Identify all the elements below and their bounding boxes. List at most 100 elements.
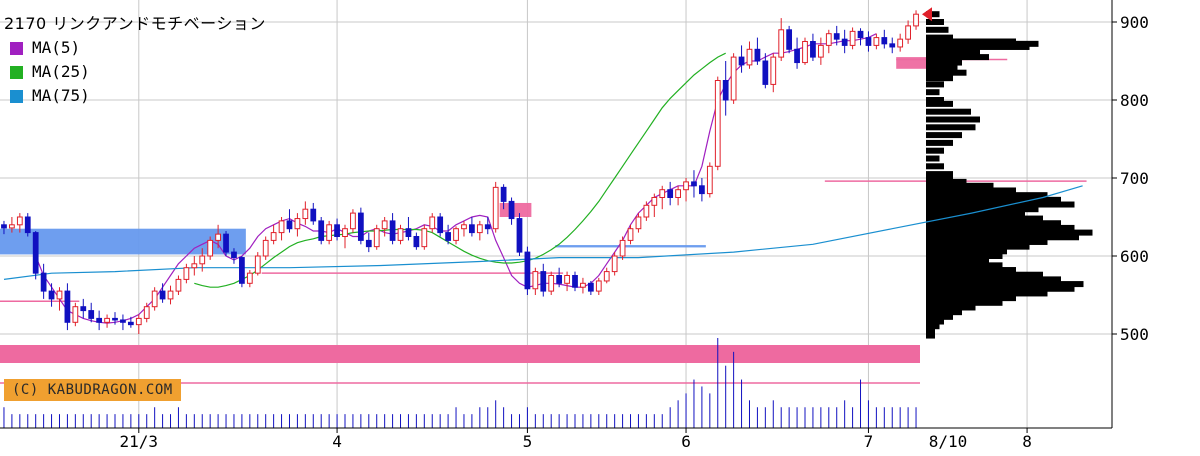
- candle-down: [516, 218, 523, 253]
- y-tick-label: 600: [1120, 247, 1149, 266]
- candle-up: [564, 275, 570, 284]
- candle-down: [508, 200, 515, 220]
- candle-up: [381, 220, 388, 230]
- candle-down: [239, 257, 245, 284]
- profile-bar: [926, 64, 958, 71]
- profile-bar: [926, 163, 944, 170]
- candle-up: [603, 271, 610, 282]
- candle-down: [231, 251, 237, 259]
- y-tick-label: 800: [1120, 91, 1149, 110]
- candle-down: [469, 224, 475, 234]
- legend-label-ma5: MA(5): [32, 38, 81, 57]
- candle-up: [492, 186, 499, 230]
- candle-down: [96, 317, 103, 323]
- candle-down: [857, 30, 864, 39]
- candle-up: [215, 233, 221, 241]
- profile-bar: [926, 124, 976, 131]
- profile-bar: [926, 201, 1075, 208]
- y-tick-label: 900: [1120, 13, 1149, 32]
- profile-bar: [926, 89, 940, 96]
- legend-label-ma25: MA(25): [32, 62, 90, 81]
- y-tick-label: 500: [1120, 325, 1149, 344]
- profile-bar: [926, 147, 944, 154]
- profile-bar: [926, 178, 967, 185]
- ma5-swatch: [10, 41, 23, 55]
- candle-up: [207, 239, 214, 257]
- candle-down: [32, 232, 39, 274]
- candle-down: [223, 233, 229, 253]
- candle-up: [627, 228, 634, 241]
- profile-bar: [926, 253, 1003, 259]
- candle-up: [651, 197, 658, 206]
- volume-profile: [926, 11, 1093, 339]
- x-tick-label: 8: [1022, 432, 1032, 451]
- profile-bar: [926, 299, 1003, 306]
- candle-up: [104, 317, 110, 323]
- profile-bar: [926, 175, 953, 181]
- candle-up: [72, 306, 79, 323]
- profile-bar: [926, 97, 944, 103]
- candle-down: [524, 251, 531, 290]
- profile-bar: [926, 248, 1007, 255]
- x-tick-label: 4: [332, 432, 342, 451]
- candle-down: [445, 232, 451, 241]
- candle-down: [794, 48, 800, 64]
- candle-down: [127, 321, 134, 326]
- chart-grid: [0, 0, 1112, 428]
- candle-down: [833, 33, 840, 40]
- profile-bar: [926, 327, 935, 334]
- end-date-label: 8/10: [929, 432, 968, 451]
- candle-down: [48, 290, 55, 300]
- candle-down: [572, 275, 578, 288]
- candle-up: [849, 30, 856, 46]
- candle-up: [199, 255, 206, 265]
- candle-up: [817, 44, 824, 58]
- profile-bar: [926, 19, 944, 25]
- candle-up: [9, 224, 15, 229]
- candle-up: [342, 228, 348, 237]
- candle-down: [699, 185, 705, 195]
- candle-up: [802, 41, 808, 64]
- candle-up: [246, 272, 253, 284]
- candle-down: [738, 56, 745, 66]
- candle-down: [357, 212, 364, 241]
- legend-label-ma75: MA(75): [32, 86, 90, 105]
- candle-up: [326, 224, 333, 241]
- legend-item-ma75: MA(75): [4, 84, 266, 108]
- profile-bar: [926, 224, 1075, 231]
- profile-bar: [926, 40, 1039, 47]
- candle-down: [754, 48, 761, 62]
- profile-bar: [926, 48, 980, 55]
- profile-bar: [926, 196, 1061, 203]
- candle-up: [532, 271, 539, 290]
- candle-down: [318, 220, 325, 241]
- profile-bar: [926, 206, 1039, 213]
- profile-bar: [926, 132, 962, 139]
- profile-bar: [926, 100, 953, 107]
- candle-down: [120, 319, 126, 323]
- candle-up: [167, 290, 174, 300]
- profile-bar: [926, 69, 967, 76]
- candle-up: [262, 239, 269, 257]
- candle-down: [80, 306, 87, 312]
- candle-up: [873, 37, 880, 46]
- ma25-swatch: [10, 65, 23, 79]
- candle-up: [580, 282, 586, 288]
- price-band: [555, 245, 706, 248]
- candle-down: [881, 37, 888, 45]
- copyright-label: (C) KABUDRAGON.COM: [4, 379, 181, 401]
- candle-up: [191, 263, 198, 269]
- chart-title: 2170 リンクアンドモチベーション: [4, 14, 266, 33]
- profile-bar: [926, 182, 994, 189]
- candle-up: [135, 317, 142, 326]
- profile-bar: [926, 59, 962, 66]
- profile-bar: [926, 192, 1048, 199]
- candle-up: [706, 165, 713, 195]
- y-tick-label: 700: [1120, 169, 1149, 188]
- candle-up: [373, 228, 380, 248]
- profile-bar: [926, 11, 940, 18]
- legend-item-ma5: MA(5): [4, 36, 266, 60]
- candle-up: [770, 56, 777, 85]
- candle-up: [175, 278, 182, 292]
